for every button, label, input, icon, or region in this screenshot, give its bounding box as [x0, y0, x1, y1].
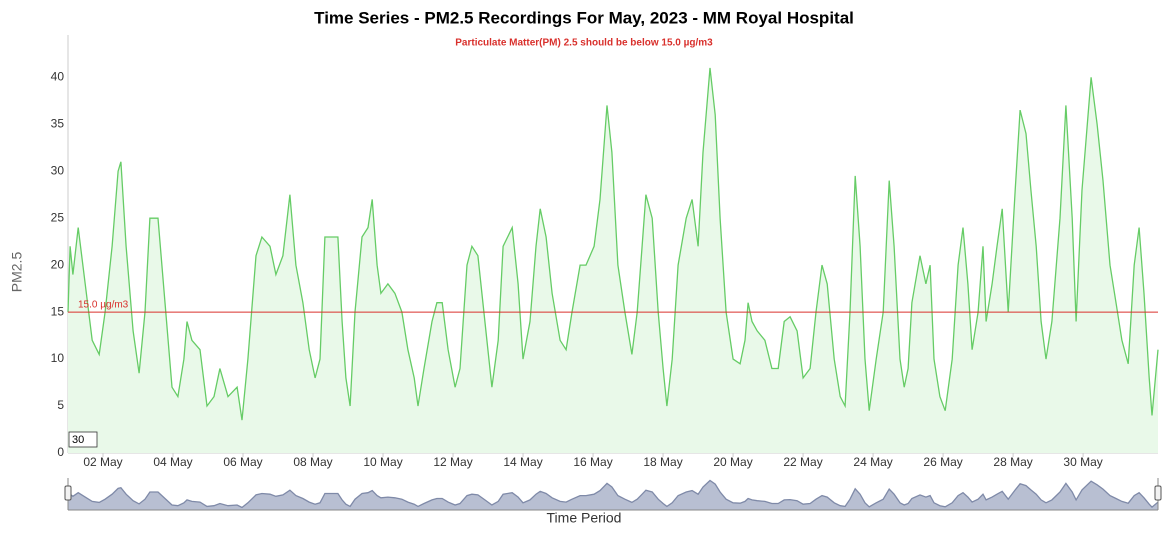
- x-tick-label: 04 May: [153, 455, 192, 469]
- x-tick-label: 24 May: [853, 455, 892, 469]
- x-tick-label: 08 May: [293, 455, 332, 469]
- navigator-handle: [1154, 485, 1162, 501]
- x-tick-label: 26 May: [923, 455, 962, 469]
- x-tick-label: 16 May: [573, 455, 612, 469]
- y-tick-label: 5: [57, 398, 64, 412]
- y-tick-label: 20: [51, 257, 65, 271]
- x-tick-label: 10 May: [363, 455, 402, 469]
- navigator-handle: [64, 485, 72, 501]
- zoom-box-text: 30: [72, 434, 84, 446]
- y-tick-label: 10: [51, 351, 65, 365]
- y-tick-label: 15: [51, 304, 65, 318]
- y-axis-label: PM2.5: [9, 252, 25, 293]
- navigator-line: [67, 479, 1159, 509]
- x-tick-label: 20 May: [713, 455, 752, 469]
- series-area: [68, 67, 1158, 454]
- x-tick-label: 28 May: [993, 455, 1032, 469]
- x-tick-label: 12 May: [433, 455, 472, 469]
- y-tick-label: 35: [51, 116, 65, 130]
- y-tick-label: 30: [51, 163, 65, 177]
- x-tick-label: 14 May: [503, 455, 542, 469]
- x-tick-label: 06 May: [223, 455, 262, 469]
- y-tick-label: 25: [51, 210, 65, 224]
- x-tick-label: 02 May: [83, 455, 122, 469]
- zoom-box: [68, 431, 98, 448]
- y-tick-label: 0: [57, 445, 64, 459]
- x-tick-label: 22 May: [783, 455, 822, 469]
- threshold-label: 15.0 µg/m3: [78, 300, 129, 311]
- x-tick-label: 30 May: [1063, 455, 1102, 469]
- y-tick-label: 40: [51, 69, 65, 83]
- navigator-area: [68, 480, 1158, 510]
- chart-subtitle: Particulate Matter(PM) 2.5 should be bel…: [455, 38, 713, 49]
- chart-title: Time Series - PM2.5 Recordings For May, …: [314, 8, 854, 27]
- x-tick-label: 18 May: [643, 455, 682, 469]
- x-axis-label: Time Period: [547, 510, 622, 526]
